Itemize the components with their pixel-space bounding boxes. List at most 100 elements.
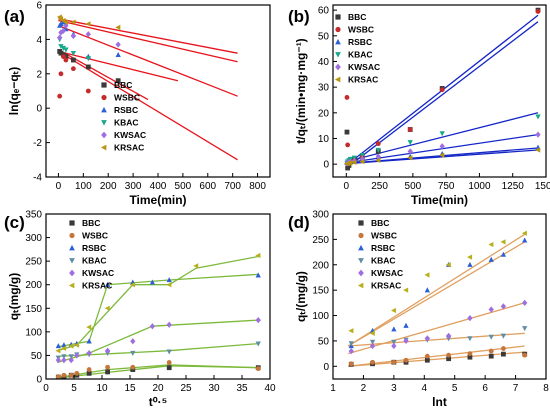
data-point <box>61 354 67 360</box>
y-axis-title: qₜ/(mg/g) <box>294 271 308 322</box>
data-point <box>488 306 494 313</box>
y-tick-label: 40 <box>318 57 330 68</box>
y-tick-label: 350 <box>25 210 42 221</box>
data-point <box>86 370 92 376</box>
legend-label: RSBC <box>348 37 372 47</box>
data-point <box>61 345 67 351</box>
data-point <box>58 71 64 77</box>
data-point <box>369 342 376 350</box>
legend-label: RSBC <box>371 243 395 253</box>
data-point <box>73 342 79 348</box>
data-point <box>86 338 92 344</box>
data-point <box>58 50 64 56</box>
data-point <box>522 352 528 358</box>
data-point <box>70 19 76 25</box>
x-tick-label: 5 <box>71 383 77 394</box>
legend: BBC WSBC RSBC KBAC KWSAC KRSAC <box>357 218 403 291</box>
legend: BBC WSBC RSBC KBAC KWSAC KRSAC <box>334 12 380 85</box>
data-point <box>104 347 111 354</box>
legend-marker <box>69 269 75 277</box>
x-tick-label: 300 <box>125 181 142 192</box>
y-tick-label: 150 <box>25 304 42 315</box>
data-point <box>445 332 452 339</box>
data-point <box>501 346 506 351</box>
data-point <box>403 287 409 293</box>
data-point <box>61 54 66 59</box>
data-point <box>115 24 121 30</box>
y-tick-label: 300 <box>312 210 329 221</box>
legend-marker <box>69 258 75 264</box>
data-point <box>439 152 445 158</box>
x-tick-label: 30 <box>208 383 220 394</box>
series-krsac <box>56 14 121 30</box>
fit-line-krsac <box>347 233 526 347</box>
x-axis-title: Time(min) <box>129 193 186 207</box>
legend-label: KWSAC <box>82 268 114 278</box>
legend-label: WSBC <box>114 93 140 103</box>
data-point <box>535 114 541 120</box>
data-point <box>488 256 494 262</box>
data-point <box>375 147 381 153</box>
data-point <box>129 282 135 288</box>
data-point <box>58 29 64 36</box>
data-point <box>115 52 121 58</box>
data-point <box>68 343 74 349</box>
plot-frame <box>332 4 547 178</box>
x-axis-title: Time(min) <box>411 193 468 207</box>
data-point <box>391 359 397 365</box>
data-point <box>424 335 430 342</box>
panel-label: (b) <box>288 7 310 26</box>
y-tick-label: -4 <box>33 173 42 184</box>
legend-item-rsbc: RSBC <box>335 37 372 47</box>
data-point <box>58 44 64 50</box>
legend-label: BBC <box>114 80 132 90</box>
legend-marker <box>335 52 341 58</box>
data-point <box>407 140 413 146</box>
data-point <box>403 337 409 345</box>
legend-item-bbc: BBC <box>101 80 132 90</box>
legend-marker <box>335 63 341 71</box>
legend-item-wsbc: WSBC <box>101 93 140 103</box>
x-tick-label: 1250 <box>502 181 525 192</box>
legend-item-wsbc: WSBC <box>335 25 374 35</box>
data-point <box>345 165 351 171</box>
fit-line-rsbc <box>58 19 238 63</box>
data-point <box>522 299 528 306</box>
data-point <box>347 160 353 166</box>
panel-label: (a) <box>4 7 25 26</box>
y-tick-label: 10 <box>318 134 330 145</box>
data-point <box>61 372 67 378</box>
x-tick-label: 6 <box>482 383 488 394</box>
legend-marker <box>69 244 75 251</box>
series-wsbc <box>57 54 91 99</box>
data-point <box>501 351 506 357</box>
data-point <box>467 336 473 342</box>
y-tick-label: 50 <box>31 351 43 362</box>
y-tick-label: 100 <box>312 311 329 322</box>
y-tick-label: -2 <box>33 138 42 149</box>
data-point <box>391 342 397 350</box>
legend-item-rsbc: RSBC <box>358 243 395 253</box>
data-point <box>439 143 445 150</box>
plot-frame <box>45 4 271 178</box>
fit-line-kbac <box>348 332 525 347</box>
data-point <box>424 287 430 293</box>
legend-marker <box>101 106 107 113</box>
data-point <box>74 370 80 376</box>
legend-label: KRSAC <box>371 281 401 291</box>
x-tick-label: 0 <box>43 383 49 394</box>
y-tick-label: 250 <box>25 257 42 268</box>
data-point <box>375 153 381 160</box>
data-point <box>85 56 91 62</box>
series-wsbc <box>55 360 261 380</box>
legend-item-kwsac: KWSAC <box>358 268 403 278</box>
y-tick-label: 0 <box>36 375 42 386</box>
legend-label: RSBC <box>114 105 138 115</box>
series-kwsac <box>57 22 121 48</box>
fit-lines <box>58 18 238 161</box>
panel-label: (d) <box>288 213 310 232</box>
legend-marker <box>335 38 341 45</box>
legend-label: RSBC <box>82 243 106 253</box>
y-tick-label: 0 <box>323 362 329 373</box>
